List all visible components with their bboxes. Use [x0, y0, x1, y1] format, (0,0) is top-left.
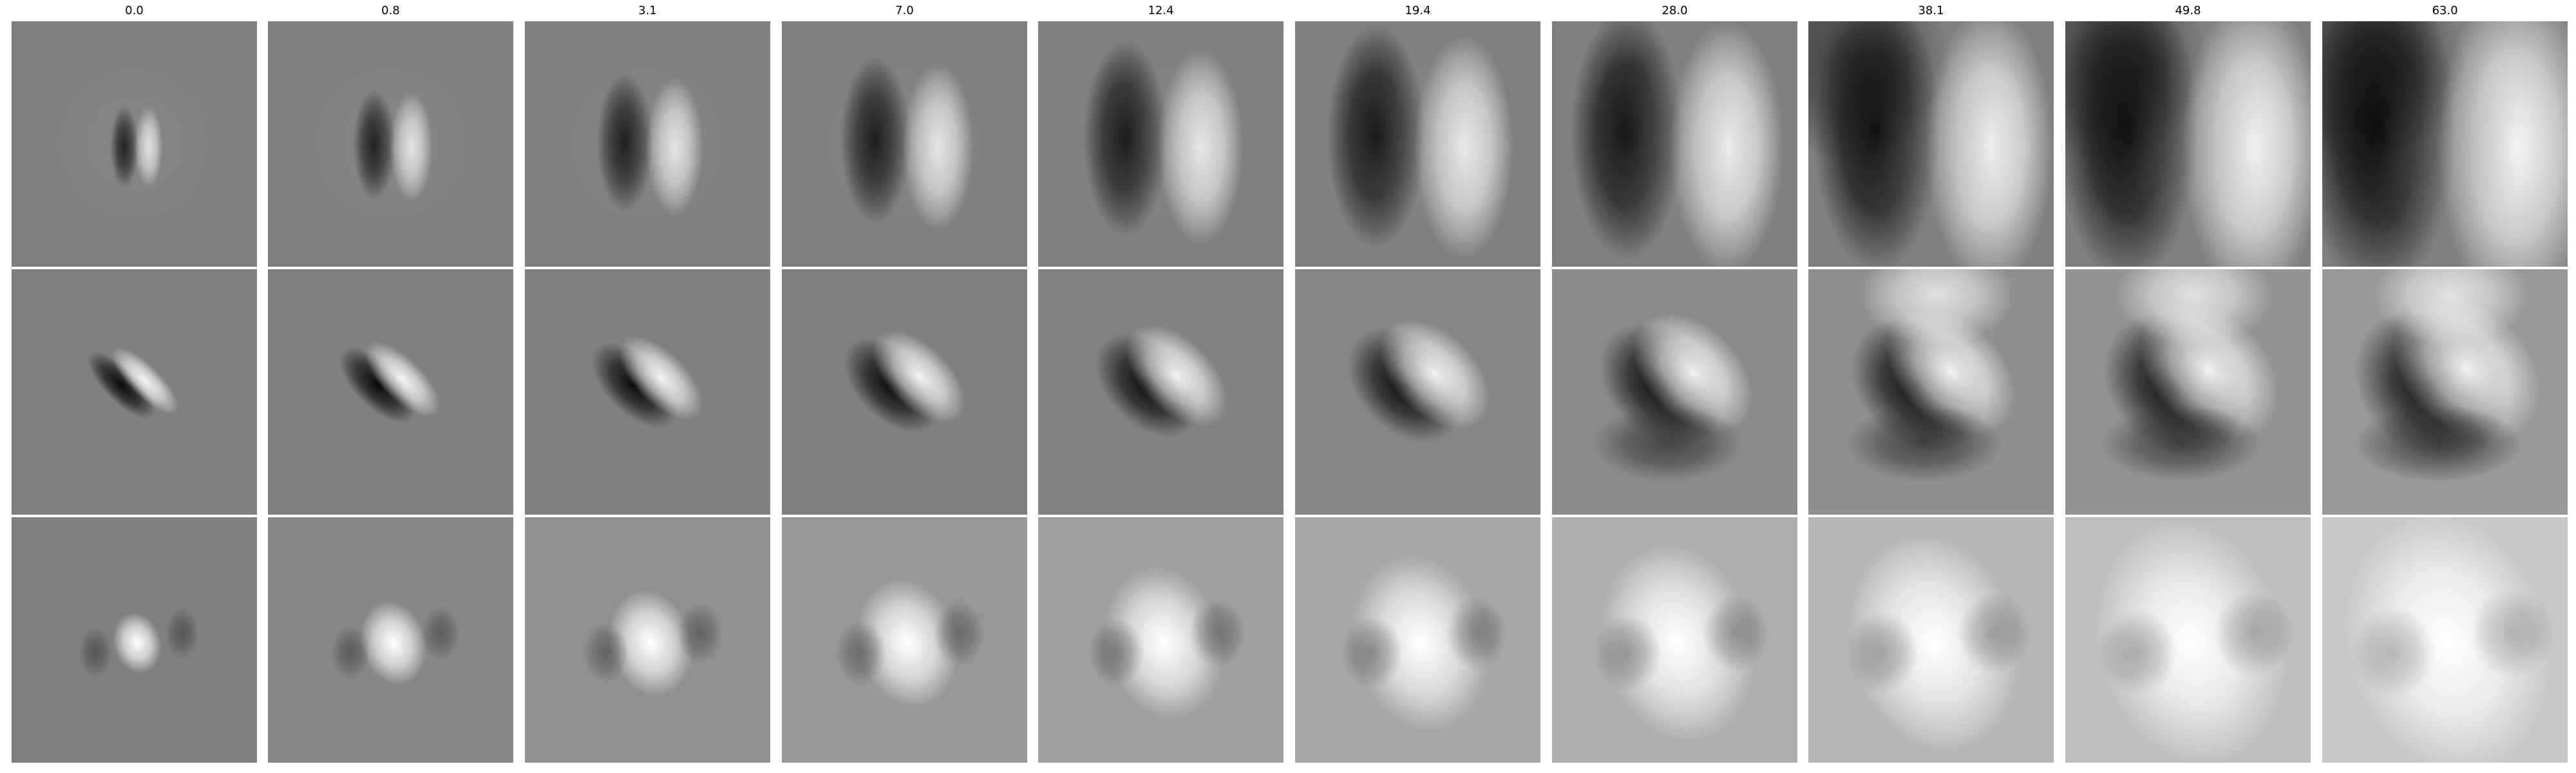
column-title: 7.0: [895, 4, 914, 17]
filter-tile: [525, 269, 770, 515]
filter-tile: [1808, 269, 2054, 515]
filter-tile: [268, 21, 513, 267]
column-title: 28.0: [1662, 4, 1688, 17]
filter-tile: [1552, 269, 1797, 515]
filter-tile: [2065, 21, 2311, 267]
column-title: 63.0: [2432, 4, 2458, 17]
column-title: 19.4: [1405, 4, 1431, 17]
filter-tile: [2065, 517, 2311, 763]
filter-tile: [782, 21, 1027, 267]
filter-tile: [1808, 21, 2054, 267]
column-title: 0.8: [381, 4, 400, 17]
filter-tile: [268, 517, 513, 763]
filter-tile: [2322, 269, 2568, 515]
filter-tile: [525, 517, 770, 763]
filter-tile: [12, 269, 257, 515]
column-title: 0.0: [125, 4, 144, 17]
filter-tile: [1038, 269, 1283, 515]
filter-tile: [1295, 21, 1540, 267]
filter-tile: [268, 269, 513, 515]
column-title: 12.4: [1148, 4, 1174, 17]
filter-tile: [1808, 517, 2054, 763]
column-title: 49.8: [2175, 4, 2201, 17]
filter-tile: [1295, 269, 1540, 515]
filter-tile: [12, 21, 257, 267]
filter-tile: [1038, 517, 1283, 763]
filter-tile: [2322, 517, 2568, 763]
filter-tile: [782, 517, 1027, 763]
filter-tile: [12, 517, 257, 763]
column-title: 3.1: [638, 4, 657, 17]
filter-tile: [1038, 21, 1283, 267]
filter-tile: [525, 21, 770, 267]
filter-tile: [2065, 269, 2311, 515]
column-title: 38.1: [1918, 4, 1944, 17]
filter-tile: [782, 269, 1027, 515]
filter-tile: [1552, 517, 1797, 763]
filter-tile: [1552, 21, 1797, 267]
filter-tile: [1295, 517, 1540, 763]
filter-tile: [2322, 21, 2568, 267]
